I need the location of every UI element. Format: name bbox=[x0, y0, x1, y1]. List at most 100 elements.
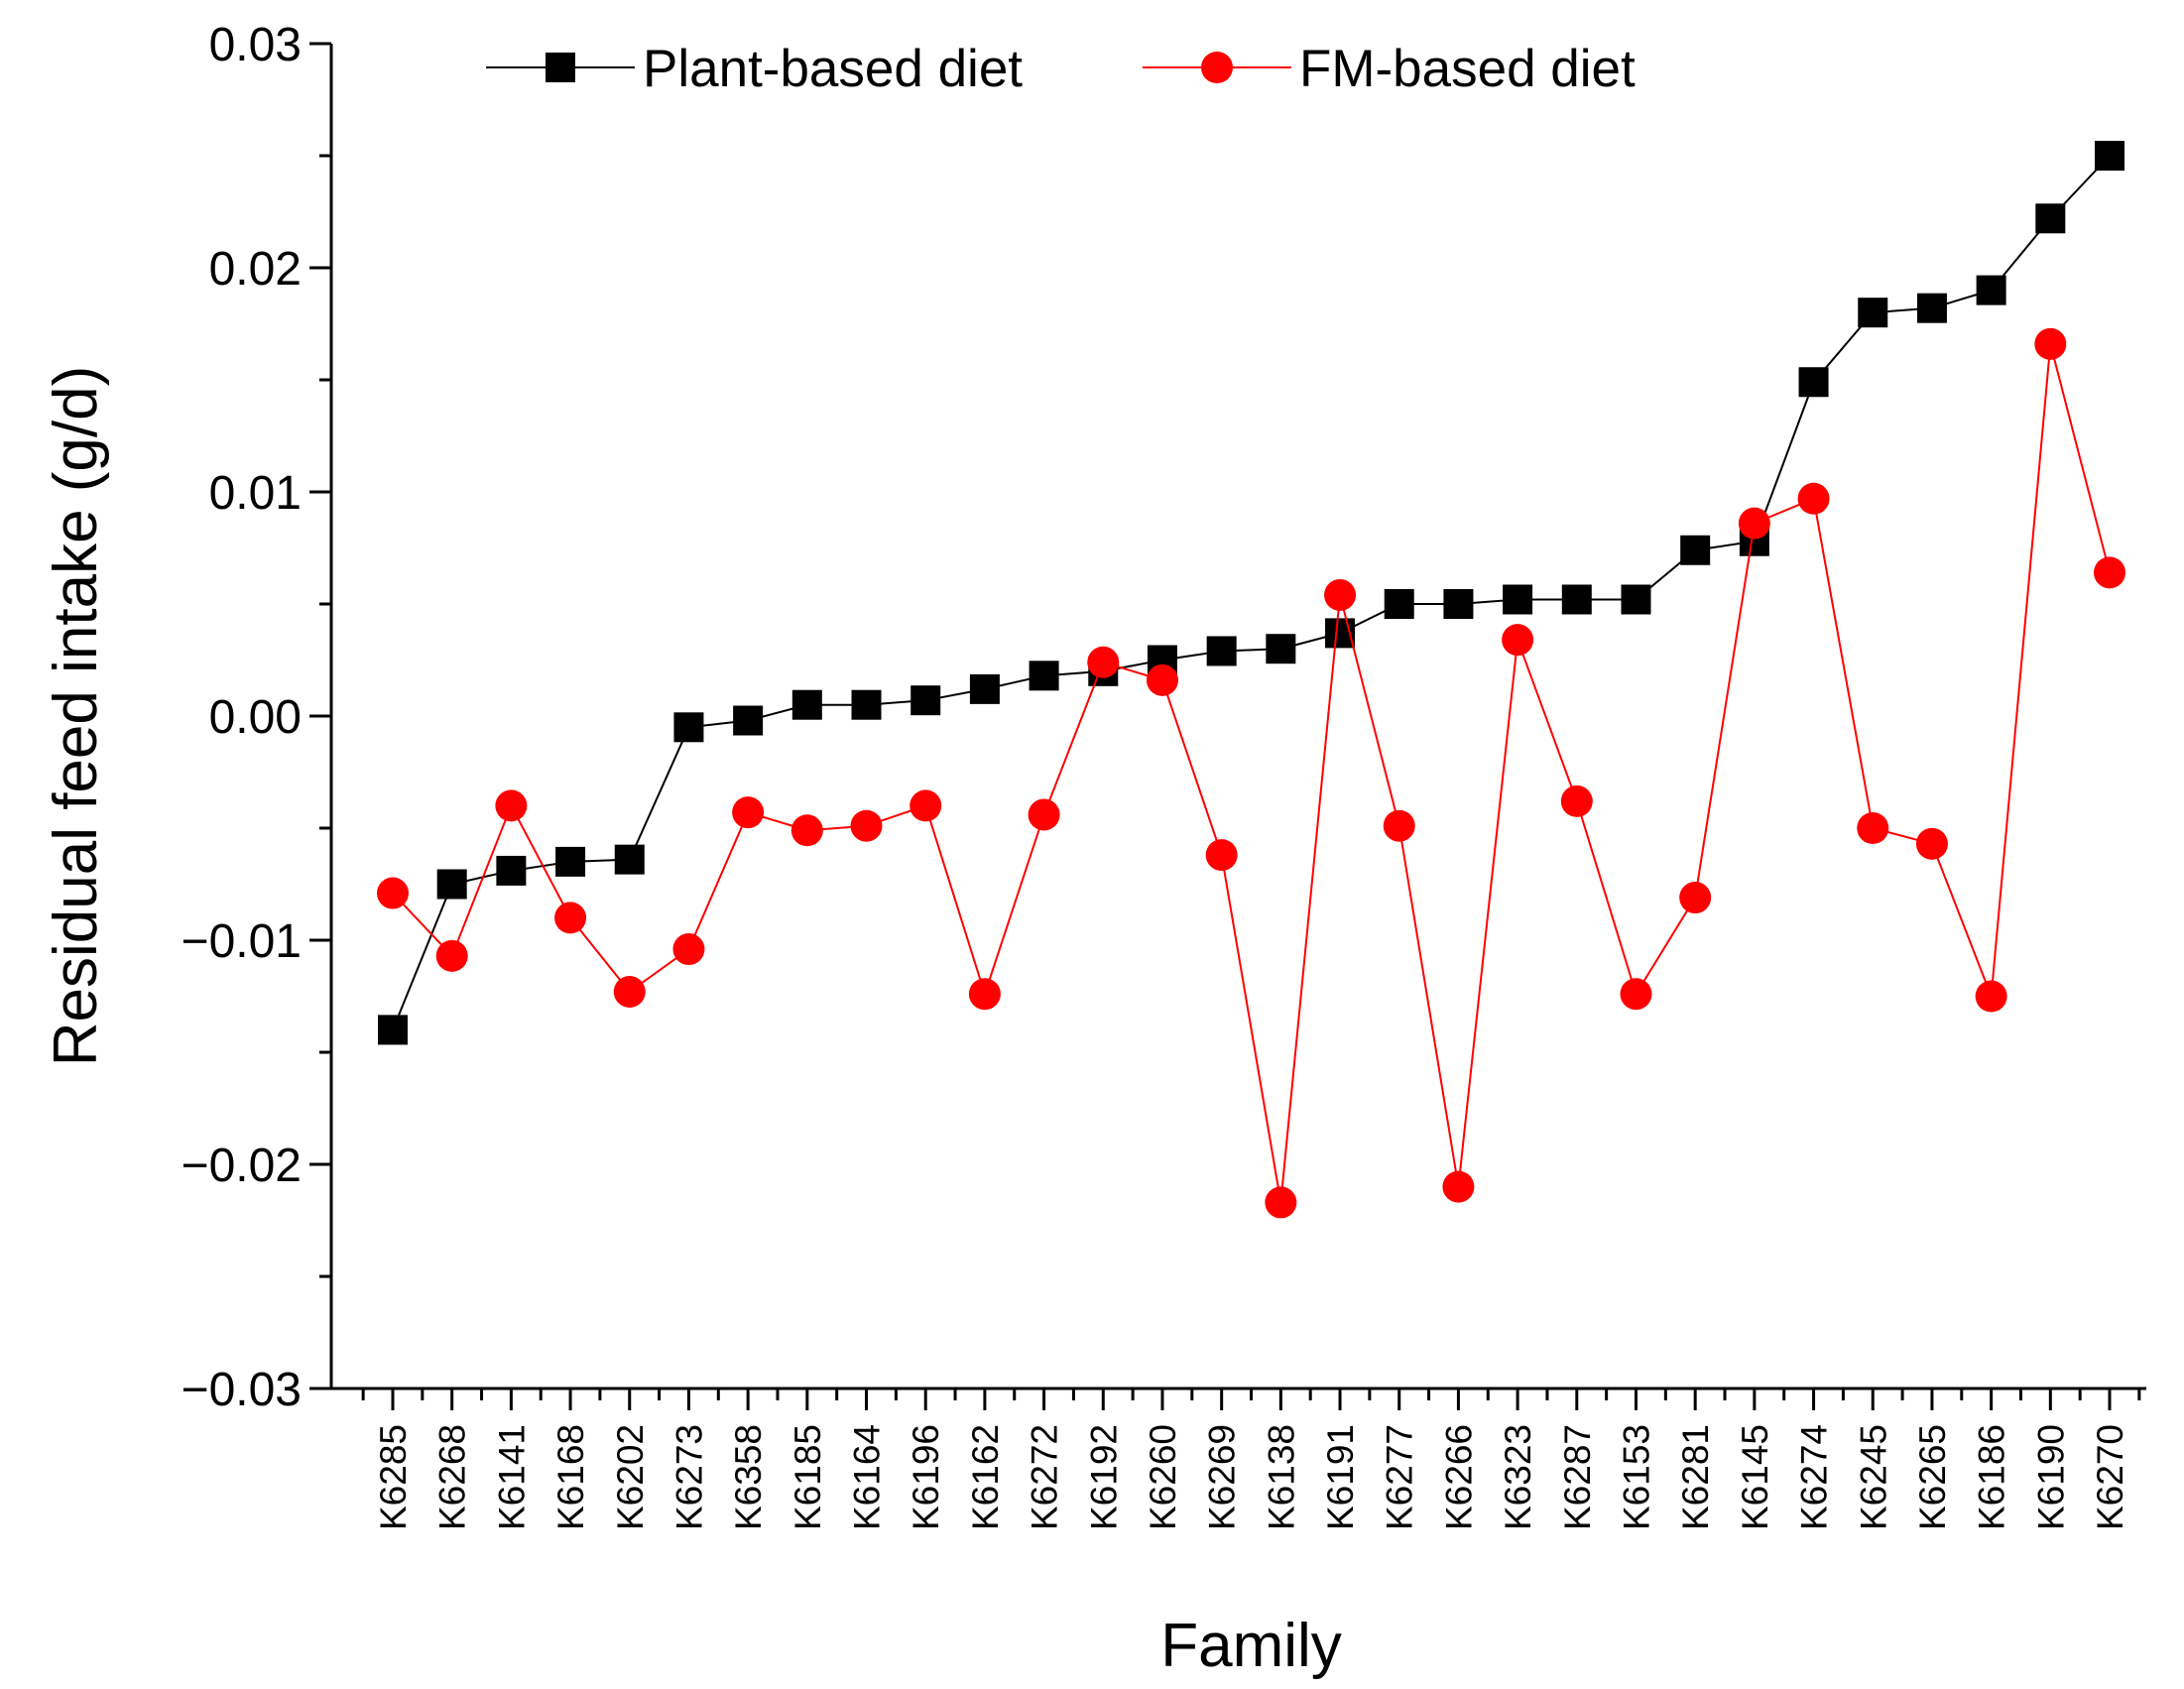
legend: Plant-based diet FM-based diet bbox=[486, 40, 1636, 98]
legend-label: Plant-based diet bbox=[643, 40, 1023, 98]
data-point-circle bbox=[1857, 812, 1889, 844]
data-point-square bbox=[910, 685, 941, 716]
series-line bbox=[392, 155, 2111, 1030]
legend-marker-circle bbox=[1201, 52, 1233, 83]
data-point-circle bbox=[850, 809, 883, 842]
data-point-square bbox=[1858, 298, 1888, 328]
x-tick-label: K6192 bbox=[1083, 1424, 1124, 1530]
data-point-square bbox=[2095, 141, 2125, 171]
data-point-square bbox=[436, 869, 467, 900]
y-tick-label: 0.01 bbox=[209, 467, 302, 520]
data-point-circle bbox=[1146, 664, 1178, 696]
y-axis-title: Residual feed intake (g/d) bbox=[42, 366, 110, 1067]
x-tick-label: K6153 bbox=[1616, 1424, 1656, 1530]
axes bbox=[329, 44, 2146, 1390]
x-tick-label: K6260 bbox=[1143, 1424, 1183, 1530]
data-point-circle bbox=[1620, 978, 1652, 1011]
x-axis-title: Family bbox=[1160, 1612, 1342, 1680]
data-point-circle bbox=[1975, 980, 2007, 1013]
x-tick-label: K6185 bbox=[788, 1424, 828, 1530]
data-point-circle bbox=[1324, 578, 1357, 611]
data-point-circle bbox=[1502, 624, 1534, 657]
x-tick-label: K6266 bbox=[1438, 1424, 1479, 1530]
x-tick-label: K6358 bbox=[728, 1424, 769, 1530]
x-tick-label: K6272 bbox=[1025, 1424, 1065, 1530]
data-point-circle bbox=[968, 978, 1001, 1011]
data-point-circle bbox=[613, 975, 646, 1008]
data-point-circle bbox=[435, 939, 468, 972]
y-tick-label: 0.03 bbox=[209, 19, 302, 71]
data-point-square bbox=[1029, 661, 1059, 691]
x-tick-label: K6145 bbox=[1735, 1424, 1775, 1530]
data-point-square bbox=[1798, 367, 1829, 398]
x-tick-label: K6186 bbox=[1972, 1424, 2012, 1530]
x-tick-label: K6265 bbox=[1912, 1424, 1953, 1530]
x-tick-label: K6273 bbox=[668, 1424, 709, 1530]
x-tick-label: K6191 bbox=[1320, 1424, 1361, 1530]
data-point-square bbox=[614, 844, 645, 875]
data-point-square bbox=[1443, 589, 1474, 619]
data-point-circle bbox=[1738, 507, 1770, 540]
data-point-circle bbox=[377, 877, 409, 909]
data-point-circle bbox=[1383, 809, 1415, 842]
y-tick-label: −0.01 bbox=[182, 915, 302, 968]
x-tick-label: K6274 bbox=[1794, 1424, 1835, 1530]
x-tick-label: K6168 bbox=[550, 1424, 591, 1530]
x-tick-label: K6323 bbox=[1498, 1424, 1538, 1530]
data-point-circle bbox=[790, 814, 823, 847]
legend-item: FM-based diet bbox=[1143, 40, 1636, 98]
x-tick-label: K6202 bbox=[610, 1424, 651, 1530]
data-point-square bbox=[1976, 275, 2006, 305]
x-tick-label: K6196 bbox=[906, 1424, 946, 1530]
x-tick-label: K6287 bbox=[1557, 1424, 1598, 1530]
data-point-square bbox=[1384, 589, 1414, 619]
data-point-circle bbox=[1265, 1186, 1297, 1219]
data-point-square bbox=[555, 846, 586, 877]
data-point-square bbox=[2035, 203, 2066, 234]
data-point-circle bbox=[672, 933, 705, 966]
y-tick-label: −0.03 bbox=[182, 1364, 302, 1416]
data-point-circle bbox=[732, 796, 765, 829]
y-tick-label: −0.02 bbox=[182, 1140, 302, 1192]
data-point-circle bbox=[1028, 798, 1060, 831]
legend-item: Plant-based diet bbox=[486, 40, 1023, 98]
x-tick-label: K6268 bbox=[432, 1424, 473, 1530]
x-tick-label: K6162 bbox=[965, 1424, 1006, 1530]
x-ticks: K6285 K6268 K6141 K6168 K6202 K6273 K6358 K6185… bbox=[361, 1388, 2141, 1530]
x-tick-label: K6281 bbox=[1675, 1424, 1716, 1530]
data-point-square bbox=[1503, 584, 1533, 615]
data-point-square bbox=[1680, 535, 1711, 565]
data-point-circle bbox=[2094, 556, 2126, 589]
y-tick-label: 0.02 bbox=[209, 243, 302, 296]
data-point-square bbox=[1561, 584, 1592, 615]
data-point-square bbox=[1621, 584, 1651, 615]
y-tick-label: 0.00 bbox=[209, 691, 302, 744]
series-layer bbox=[377, 141, 2126, 1219]
x-tick-label: K6138 bbox=[1261, 1424, 1301, 1530]
x-tick-label: K6285 bbox=[373, 1424, 414, 1530]
data-point-square bbox=[673, 712, 704, 743]
legend-label: FM-based diet bbox=[1299, 40, 1636, 98]
data-point-square bbox=[791, 689, 822, 720]
data-point-circle bbox=[910, 789, 942, 822]
data-point-square bbox=[1916, 293, 1947, 323]
data-point-square bbox=[1266, 634, 1296, 664]
data-point-square bbox=[1206, 636, 1237, 666]
series-line bbox=[392, 343, 2111, 1203]
data-point-square bbox=[969, 673, 1000, 704]
data-point-circle bbox=[1087, 646, 1120, 678]
data-point-circle bbox=[1205, 839, 1238, 872]
x-tick-label: K6277 bbox=[1380, 1424, 1420, 1530]
data-point-circle bbox=[1679, 882, 1712, 914]
data-point-square bbox=[378, 1015, 408, 1045]
data-point-circle bbox=[1915, 827, 1948, 860]
data-point-circle bbox=[1797, 482, 1830, 515]
y-ticks: 0.03 0.02 0.01 0.00 −0.01 −0.02 −0.03 bbox=[182, 19, 331, 1416]
data-point-square bbox=[733, 705, 764, 736]
x-tick-label: K6245 bbox=[1853, 1424, 1893, 1530]
legend-marker-square bbox=[546, 53, 575, 82]
x-tick-label: K6269 bbox=[1202, 1424, 1243, 1530]
data-point-circle bbox=[1442, 1170, 1475, 1203]
data-point-circle bbox=[495, 789, 528, 822]
